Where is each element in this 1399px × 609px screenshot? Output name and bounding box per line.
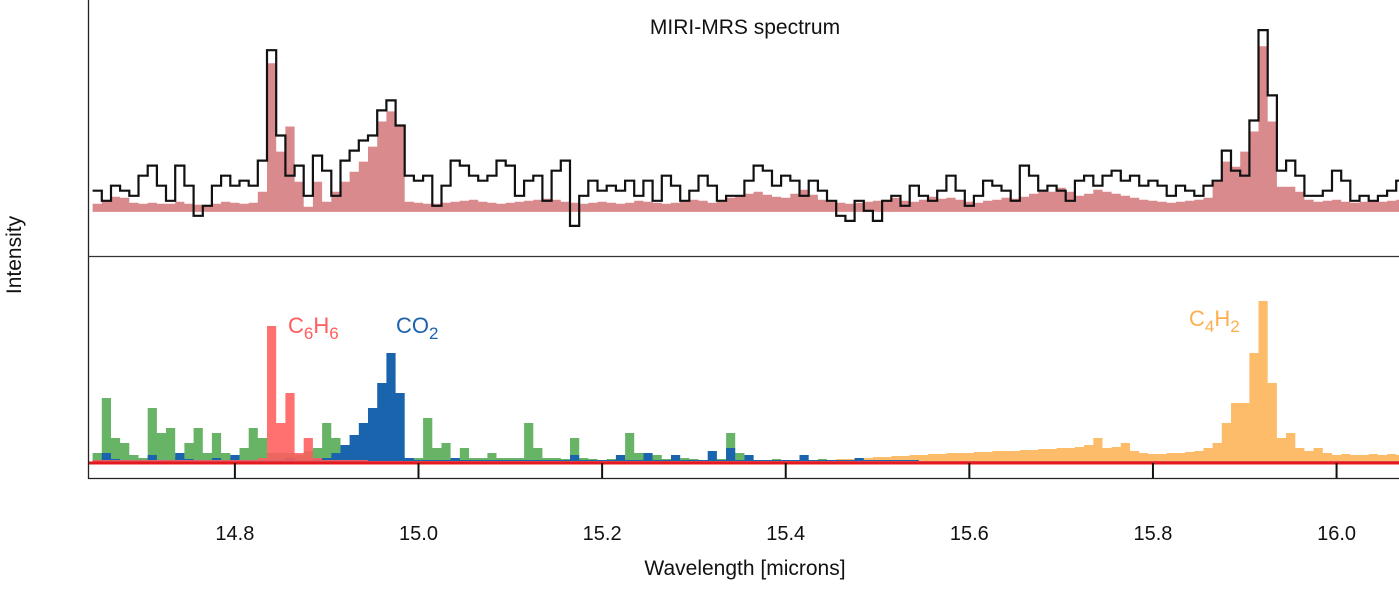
model-spectrum-fill xyxy=(92,46,1399,212)
label-co2: CO2 xyxy=(396,313,438,343)
series-c6h6-area xyxy=(92,326,1399,463)
series-c4h2-area xyxy=(92,301,1399,463)
top-panel xyxy=(92,29,1399,227)
x-tick-label: 14.8 xyxy=(215,523,254,545)
x-tick-label: 15.8 xyxy=(1133,523,1172,545)
x-tick-label: 15.2 xyxy=(583,523,622,545)
series-unlabeled-green-area xyxy=(92,398,1399,463)
observed-spectrum-line xyxy=(92,29,1399,227)
x-tick-label: 15.6 xyxy=(950,523,989,545)
x-tick-label: 15.0 xyxy=(399,523,438,545)
x-tick-label: 16.0 xyxy=(1317,523,1356,545)
bottom-panel xyxy=(88,301,1399,465)
chart-title: MIRI-MRS spectrum xyxy=(650,16,840,39)
y-axis-label: Intensity xyxy=(3,215,26,294)
x-axis-label: Wavelength [microns] xyxy=(644,557,845,580)
label-c4h2: C4H2 xyxy=(1189,306,1240,336)
x-tick-label: 15.4 xyxy=(766,523,805,545)
molecule-labels: C6H6 CO2 C4H2 xyxy=(288,306,1240,343)
x-ticks: 14.8 15.0 15.2 15.4 15.6 15.8 16.0 xyxy=(215,463,1356,545)
label-c6h6: C6H6 xyxy=(288,313,339,343)
